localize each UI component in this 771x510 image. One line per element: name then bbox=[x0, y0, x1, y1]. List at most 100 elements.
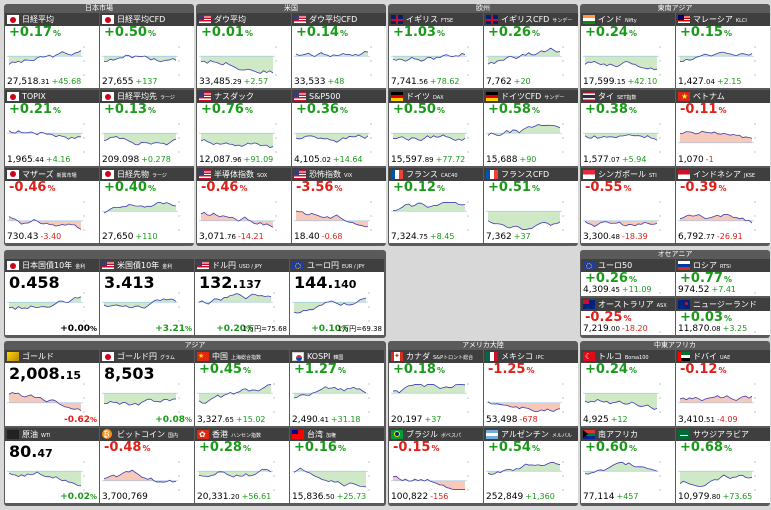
market-tile[interactable]: ニュージーランド +0.03% 11,870.08 +3.25 bbox=[676, 298, 770, 335]
market-tile[interactable]: ゴールド 2,008.15 -0.62% bbox=[5, 350, 99, 426]
market-tile[interactable]: イギリス FTSE +1.03% 7,741.56 +78.62 bbox=[389, 13, 483, 89]
index-delta: +20 bbox=[513, 77, 531, 87]
market-tile[interactable]: 恐怖指数 VIX -3.56% 18.40 -0.68 bbox=[292, 167, 386, 243]
market-tile[interactable]: 原油 WTI 80.47 +0.02% bbox=[5, 427, 99, 503]
tile-name-text: ダウ平均 bbox=[214, 15, 246, 24]
sparkline-area bbox=[680, 213, 752, 223]
market-tile[interactable]: 日経平均CFD +0.50% 27,655 +137 bbox=[100, 13, 194, 89]
quote-value-main: 2,008. bbox=[9, 364, 66, 383]
market-tile[interactable]: 台湾 加権 +0.16% 15,836.50 +25.73 bbox=[290, 427, 384, 503]
br-flag-icon bbox=[391, 429, 403, 439]
market-tile[interactable]: ナスダック +0.76% 12,087.96 +91.09 bbox=[197, 90, 291, 166]
market-tile[interactable]: インドネシア JKSE -0.39% 6,792.77 -26.91 bbox=[676, 167, 770, 243]
market-tile[interactable]: ドイツCFD サンデー +0.58% 15,688 +90 bbox=[484, 90, 578, 166]
quote-value: 132.137 bbox=[199, 273, 261, 292]
market-tile[interactable]: TOPIX +0.21% 1,965.44 +4.16 bbox=[5, 90, 99, 166]
tile-chart bbox=[100, 198, 194, 235]
tile-header: ドイツ DAX bbox=[389, 90, 483, 104]
change-percent: +0.20% bbox=[216, 324, 253, 334]
market-tile[interactable]: アルゼンチン メルバル +0.54% 252,849 +1,360 bbox=[484, 427, 578, 503]
us-flag-icon bbox=[199, 169, 211, 179]
index-level: 4,309.45 +11.09 bbox=[583, 285, 652, 295]
market-tile[interactable]: 米国債10年 金利 3.413 +3.21% bbox=[100, 259, 194, 335]
market-tile[interactable]: 半導体指数 SOX -0.46% 3,071.76 -14.21 bbox=[197, 167, 291, 243]
market-tile[interactable]: KOSPI 韓国 +1.27% 2,490.41 +31.18 bbox=[290, 350, 384, 426]
tile-chart bbox=[195, 458, 289, 495]
market-tile[interactable]: メキシコ IPC -1.25% 53,498 -678 bbox=[484, 350, 578, 426]
tile-name: 日経先物 ラージ bbox=[117, 168, 167, 181]
market-tile[interactable]: ブラジル ボベスパ -0.15% 100,822 -156 bbox=[389, 427, 483, 503]
market-tile[interactable]: 日経平均 +0.17% 27,518.31 +45.68 bbox=[5, 13, 99, 89]
tile-header: 日経先物 ラージ bbox=[100, 167, 194, 181]
tile-chart bbox=[290, 289, 384, 326]
sparkline-line bbox=[487, 461, 561, 475]
tile-subname: KLCI bbox=[735, 18, 747, 24]
market-tile[interactable]: S&P500 +0.36% 4,105.02 +14.64 bbox=[292, 90, 386, 166]
tile-name: インドネシア JKSE bbox=[693, 168, 755, 181]
change-percent-value: -0.48 bbox=[104, 439, 142, 455]
sparkline-chart bbox=[292, 292, 370, 322]
tile-name: シンガポール STI bbox=[598, 168, 657, 181]
quote-value-main: 80. bbox=[9, 441, 38, 461]
market-tile[interactable]: オーストラリア ASX -0.25% 7,219.00 -18.20 bbox=[581, 298, 675, 335]
change-percent-unit: % bbox=[723, 29, 732, 38]
sparkline-chart bbox=[659, 292, 661, 294]
index-level: 27,655 +137 bbox=[102, 77, 157, 87]
market-tile[interactable]: ダウ平均 +0.01% 33,485.29 +2.57 bbox=[197, 13, 291, 89]
market-tile[interactable]: マザーズ 新興市場 -0.46% 730.43 -3.40 bbox=[5, 167, 99, 243]
tile-name-text: 南アフリカ bbox=[598, 429, 638, 439]
change-percent-value: +0.17 bbox=[9, 25, 52, 40]
market-tile[interactable]: タイ SET指数 +0.38% 1,577.07 +5.94 bbox=[581, 90, 675, 166]
market-tile[interactable]: サウジアラビア +0.68% 10,979.80 +73.65 bbox=[676, 427, 770, 503]
market-tile[interactable]: ゴールド円 グラム 8,503 +0.08% bbox=[100, 350, 194, 426]
market-tile[interactable]: イギリスCFD サンデー +0.26% 7,762 +20 bbox=[484, 13, 578, 89]
market-tile[interactable]: 日経先物 ラージ +0.40% 27,650 +110 bbox=[100, 167, 194, 243]
market-tile[interactable]: ユーロ円 EUR / JPY 144.140 +0.10% 1万円=69.38 bbox=[290, 259, 384, 335]
sparkline-chart bbox=[197, 461, 275, 490]
index-level-main: 3,700,769 bbox=[102, 492, 148, 502]
market-tile[interactable]: フランス CAC40 +0.12% 7,324.75 +8.45 bbox=[389, 167, 483, 243]
change-percent: +0.38% bbox=[585, 102, 637, 117]
market-tile[interactable]: 南アフリカ +0.60% 77,114 +457 bbox=[581, 427, 675, 503]
id-flag-icon bbox=[678, 169, 690, 179]
change-percent-value: +0.10 bbox=[311, 324, 341, 334]
market-tile[interactable]: ダウ平均CFD +0.14% 33,533 +48 bbox=[292, 13, 386, 89]
market-tile[interactable]: ドイツ DAX +0.50% 15,597.89 +77.72 bbox=[389, 90, 483, 166]
tile-name-text: 中国 bbox=[212, 352, 228, 361]
market-tile[interactable]: ベトナム-0.11% 1,070-1 bbox=[676, 90, 770, 166]
change-percent-value: +3.21 bbox=[155, 324, 185, 334]
tile-header: 日経平均先 ラージ bbox=[100, 90, 194, 104]
index-delta: +1,360 bbox=[525, 492, 555, 501]
market-tile[interactable]: マレーシア KLCI +0.15% 1,427.04 +2.15 bbox=[676, 13, 770, 89]
market-tile[interactable]: フランスCFD +0.51% 7,362 +37 bbox=[484, 167, 578, 243]
sparkline-line bbox=[392, 384, 466, 394]
market-tile[interactable]: シンガポール STI -0.55% 3,300.48 -18.39 bbox=[581, 167, 675, 243]
tile-header: ダウ平均 bbox=[197, 13, 291, 26]
change-percent: -0.25% bbox=[585, 310, 632, 325]
index-level-main: 33,533 bbox=[294, 77, 326, 88]
tile-chart bbox=[389, 120, 483, 157]
index-level-main: 1,965 bbox=[7, 154, 33, 165]
index-level-main: 15,836 bbox=[292, 492, 324, 502]
change-percent-value: +0.15 bbox=[680, 25, 723, 40]
tile-header: マザーズ 新興市場 bbox=[5, 167, 99, 181]
market-tile[interactable]: 日本国債10年 金利 0.458 +0.00% bbox=[5, 259, 99, 335]
market-tile[interactable]: インド Nifty +0.24% 17,599.15 +42.10 bbox=[581, 13, 675, 89]
change-percent-unit: % bbox=[52, 106, 61, 116]
sparkline-line bbox=[487, 401, 561, 412]
tile-chart bbox=[484, 380, 578, 417]
market-tile[interactable]: 日経平均先 ラージ +0.13% 209.098 +0.278 bbox=[100, 90, 194, 166]
market-tile[interactable]: ユーロ50 +0.26% 4,309.45 +11.09 bbox=[581, 259, 675, 296]
market-tile[interactable]: ドバイ UAE -0.12% 3,410.51 -4.09 bbox=[676, 350, 770, 426]
sparkline-line bbox=[198, 384, 272, 404]
index-level-decimals: .51 bbox=[703, 415, 715, 424]
market-tile[interactable]: ドル円 USD / JPY 132.137 +0.20% 1万円=75.68 bbox=[195, 259, 289, 335]
tile-name: ゴールド bbox=[22, 350, 54, 363]
market-tile[interactable]: ロシア RTSI +0.77% 974.52 +7.41 bbox=[676, 259, 770, 296]
index-delta: -18.39 bbox=[621, 231, 648, 241]
